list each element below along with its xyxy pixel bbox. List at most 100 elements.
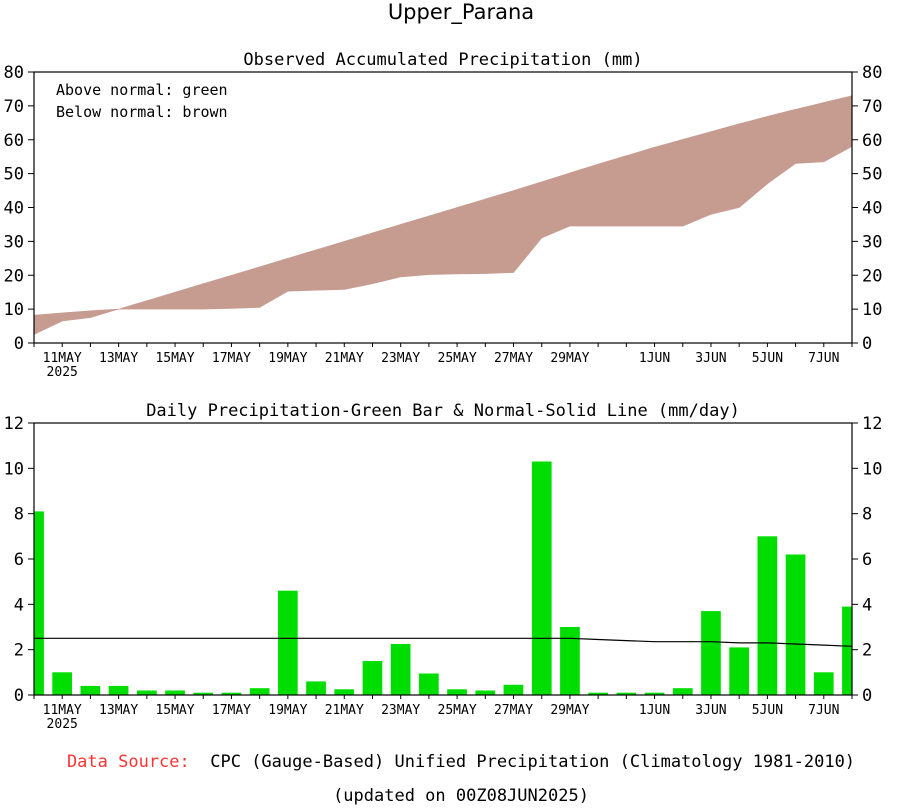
panel2-xtick-label-19MAY: 19MAY (268, 703, 307, 718)
panel1-below-normal-area (400, 215, 430, 278)
panel1-below-normal-area (625, 146, 655, 227)
panel2-bar-13MAY (108, 685, 129, 695)
panel1-below-normal-area (287, 249, 317, 292)
panel2-bar-10MAY (34, 511, 44, 695)
panel1-below-normal-area (541, 172, 571, 239)
panel2-bar-15MAY (165, 690, 185, 695)
panel1-below-normal-area (33, 312, 63, 335)
panel1-ytick-label-right: 80 (862, 63, 882, 83)
panel1-ytick-label-left: 10 (4, 300, 24, 320)
panel2-bar-18MAY (249, 688, 270, 695)
panel2-bar-20MAY (306, 681, 326, 695)
panel1-xtick-label-21MAY: 21MAY (325, 351, 364, 366)
panel2-bar-26MAY (475, 690, 496, 695)
panel1-ytick-label-left: 70 (4, 97, 24, 117)
panel1-xtick-label-7JUN: 7JUN (808, 351, 839, 366)
panel2-xtick-label-25MAY: 25MAY (438, 703, 477, 718)
panel1-xtick-label-23MAY: 23MAY (381, 351, 420, 366)
panel1-ytick-label-left: 40 (4, 199, 24, 219)
panel2-xtick-label-7JUN: 7JUN (808, 703, 839, 718)
panel1-below-normal-area (118, 300, 148, 310)
panel2-bar-24MAY (419, 673, 439, 695)
panel2-xtick-label-17MAY: 17MAY (212, 703, 251, 718)
panel1-legend-above: Above normal: green (56, 81, 228, 99)
panel1-below-normal-area (597, 155, 627, 227)
panel2-bar-7JUN (813, 672, 834, 695)
panel1-xtick-label-19MAY: 19MAY (268, 351, 307, 366)
panel1-ytick-label-left: 20 (4, 266, 24, 286)
panel1-below-normal-area (343, 232, 373, 290)
panel2-xtick-label-3JUN: 3JUN (695, 703, 726, 718)
panel2-xtick-label-11MAY: 11MAY (43, 703, 82, 718)
panel1-ytick-label-right: 70 (862, 97, 882, 117)
panel2-bar-2JUN (672, 688, 693, 695)
panel1-xtick-label-27MAY: 27MAY (494, 351, 533, 366)
panel2-ytick-label-right: 4 (862, 595, 872, 615)
panel1-ytick-label-right: 60 (862, 131, 882, 151)
panel1-ytick-label-right: 30 (862, 232, 882, 252)
panel2-ytick-label-right: 8 (862, 505, 872, 525)
panel1-below-normal-area (231, 266, 261, 309)
panel1-ytick-label-left: 80 (4, 63, 24, 83)
panel1-below-normal-area (372, 223, 402, 285)
panel2-xtick-sublabel: 2025 (47, 717, 78, 732)
panel1-below-normal-area (315, 240, 345, 291)
panel1-below-normal-area (513, 181, 543, 274)
panel2-bar-31MAY (616, 692, 637, 695)
panel1-ytick-label-right: 10 (862, 300, 882, 320)
panel2-bar-28MAY (531, 461, 552, 695)
panel2-bar-27MAY (503, 684, 524, 695)
panel2-bar-25MAY (447, 689, 467, 695)
panel2-bar-5JUN (757, 536, 778, 695)
panel2-bar-11MAY (52, 672, 72, 695)
panel2-bar-6JUN (785, 554, 806, 695)
panel2-bar-23MAY (390, 644, 411, 695)
panel2-ytick-label-left: 4 (14, 595, 24, 615)
panel2-bar-22MAY (362, 661, 383, 695)
panel1-below-normal-area (682, 131, 712, 227)
panel2-bar-17MAY (221, 692, 242, 695)
panel2-ytick-label-left: 0 (14, 686, 24, 706)
panel2-bar-1JUN (644, 692, 665, 695)
panel1-below-normal-area (484, 190, 514, 274)
panel1-xtick-label-15MAY: 15MAY (155, 351, 194, 366)
panel1-ytick-label-right: 50 (862, 165, 882, 185)
panel2-normal-line (34, 637, 853, 647)
panel2-ytick-label-right: 10 (862, 459, 882, 479)
panel2-bar-4JUN (729, 647, 749, 695)
panel1-below-normal-area (428, 207, 458, 275)
panel1-xtick-label-25MAY: 25MAY (438, 351, 477, 366)
panel2-bar-3JUN (701, 611, 721, 695)
panel2-xtick-label-5JUN: 5JUN (752, 703, 783, 718)
panel2-ytick-label-left: 6 (14, 550, 24, 570)
panel1-below-normal-area (146, 291, 176, 310)
panel2-ytick-label-right: 2 (862, 641, 872, 661)
panel1-ytick-label-left: 0 (14, 334, 24, 354)
panel2-bar-12MAY (80, 685, 101, 695)
panel1-below-normal-area (710, 123, 740, 215)
panel2-ytick-label-left: 8 (14, 505, 24, 525)
panel2-xtick-label-27MAY: 27MAY (494, 703, 533, 718)
panel2-ytick-label-right: 0 (862, 686, 872, 706)
panel1-xtick-sublabel: 2025 (47, 365, 78, 380)
panel1-xtick-label-17MAY: 17MAY (212, 351, 251, 366)
panel1-below-normal-area (795, 102, 825, 164)
panel2-bar-19MAY (278, 590, 298, 695)
panel2-ytick-label-left: 12 (4, 414, 24, 434)
panel1-xtick-label-1JUN: 1JUN (639, 351, 670, 366)
panel1-below-normal-area (259, 257, 289, 308)
panel2-ytick-label-right: 6 (862, 550, 872, 570)
panel1-below-normal-area (174, 283, 204, 310)
data-source-text: CPC (Gauge-Based) Unified Precipitation … (210, 752, 856, 772)
panel1-below-normal-area (767, 108, 796, 185)
panel2-bar-8JUN (842, 606, 852, 695)
panel1-legend-below: Below normal: brown (56, 103, 228, 121)
panel2-ytick-label-left: 2 (14, 641, 24, 661)
panel1-xtick-label-11MAY: 11MAY (43, 351, 82, 366)
panel1-ytick-label-left: 30 (4, 232, 24, 252)
panel1-below-normal-area (823, 95, 853, 163)
panel1-below-normal-area (738, 116, 768, 209)
panel1-xtick-label-13MAY: 13MAY (99, 351, 138, 366)
panel1-below-normal-area (569, 163, 599, 227)
panel2-xtick-label-23MAY: 23MAY (381, 703, 420, 718)
